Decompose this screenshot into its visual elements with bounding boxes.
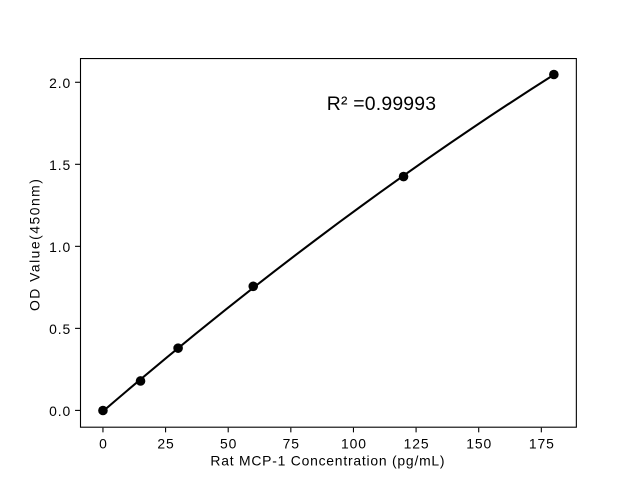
svg-text:0.0: 0.0 [49,403,71,419]
svg-text:125: 125 [404,436,430,452]
svg-text:0.5: 0.5 [49,321,71,337]
svg-text:100: 100 [341,436,367,452]
svg-text:R² =0.99993: R² =0.99993 [327,93,436,115]
svg-text:OD Value(450nm): OD Value(450nm) [27,178,43,311]
svg-text:25: 25 [157,436,174,452]
svg-text:1.0: 1.0 [49,239,71,255]
svg-text:75: 75 [283,436,300,452]
svg-text:2.0: 2.0 [49,75,71,91]
svg-text:0: 0 [99,436,108,452]
svg-text:1.5: 1.5 [49,157,71,173]
svg-text:150: 150 [466,436,492,452]
svg-text:50: 50 [220,436,237,452]
svg-text:175: 175 [529,436,555,452]
svg-text:Rat MCP-1 Concentration (pg/mL: Rat MCP-1 Concentration (pg/mL) [210,453,445,469]
